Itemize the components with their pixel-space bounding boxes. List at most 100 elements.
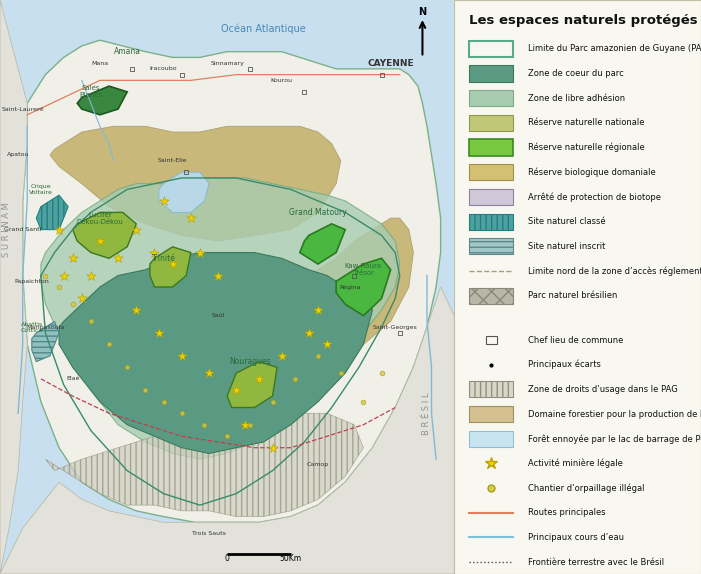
Point xyxy=(67,254,79,263)
Bar xyxy=(469,115,513,131)
Polygon shape xyxy=(73,212,136,258)
Point xyxy=(176,351,187,360)
Polygon shape xyxy=(0,287,454,574)
Point xyxy=(276,351,287,360)
Text: Nouragues: Nouragues xyxy=(229,357,271,366)
Text: Kourou: Kourou xyxy=(271,78,293,83)
Bar xyxy=(469,406,513,422)
Text: Parc naturel brésilien: Parc naturel brésilien xyxy=(529,291,618,300)
Text: Les espaces naturels protégés: Les espaces naturels protégés xyxy=(469,14,697,28)
Point xyxy=(313,351,324,360)
Polygon shape xyxy=(32,321,59,362)
Text: Chef lieu de commune: Chef lieu de commune xyxy=(529,336,624,344)
Text: Saint-Georges: Saint-Georges xyxy=(373,325,418,329)
Point xyxy=(267,443,278,452)
Bar xyxy=(469,139,513,156)
Text: Elaé: Elaé xyxy=(66,377,79,381)
Point xyxy=(203,369,215,378)
Bar xyxy=(469,381,513,397)
Text: Arrêté de protection de biotope: Arrêté de protection de biotope xyxy=(529,192,661,201)
Polygon shape xyxy=(36,195,68,230)
Text: Saül: Saül xyxy=(211,313,225,318)
Point xyxy=(112,254,123,263)
Text: Maripasoula: Maripasoula xyxy=(27,325,64,329)
Point xyxy=(121,363,132,372)
Point xyxy=(149,248,160,257)
Polygon shape xyxy=(159,172,209,212)
Bar xyxy=(469,238,513,254)
Point xyxy=(244,420,255,429)
Text: N: N xyxy=(418,7,426,17)
Point xyxy=(139,386,151,395)
Text: Mana: Mana xyxy=(91,61,109,65)
Bar xyxy=(469,288,513,304)
Polygon shape xyxy=(50,126,341,241)
Text: CAYENNE: CAYENNE xyxy=(367,59,414,68)
Point xyxy=(212,271,224,280)
Text: 0: 0 xyxy=(225,554,229,563)
Point xyxy=(267,397,278,406)
Bar xyxy=(486,336,496,344)
Point xyxy=(304,328,315,338)
Text: Océan Atlantique: Océan Atlantique xyxy=(221,24,306,34)
Text: Activité minière légale: Activité minière légale xyxy=(529,459,623,468)
Polygon shape xyxy=(300,224,345,264)
Point xyxy=(358,397,369,406)
Text: Trinité: Trinité xyxy=(151,254,175,263)
Point xyxy=(76,294,88,303)
Bar xyxy=(469,430,513,447)
Polygon shape xyxy=(59,253,372,453)
Text: Zone de droits d’usage dans le PAG: Zone de droits d’usage dans le PAG xyxy=(529,385,678,394)
Text: B R É S I L: B R É S I L xyxy=(423,392,432,435)
Point xyxy=(167,259,178,269)
Point xyxy=(376,369,387,378)
Point xyxy=(185,214,196,223)
Text: Apatou: Apatou xyxy=(7,153,29,157)
Point xyxy=(231,386,242,395)
Text: Régina: Régina xyxy=(339,284,360,290)
Text: Principaux cours d’eau: Principaux cours d’eau xyxy=(529,533,625,542)
Text: Camop: Camop xyxy=(307,463,329,467)
Point xyxy=(176,409,187,418)
Text: S U R I N A M: S U R I N A M xyxy=(2,202,11,257)
Text: Réserve naturelle nationale: Réserve naturelle nationale xyxy=(529,118,645,127)
Point xyxy=(158,397,169,406)
Point xyxy=(290,374,301,383)
Point xyxy=(40,271,51,280)
Text: Iracoubo: Iracoubo xyxy=(150,67,177,71)
Polygon shape xyxy=(336,258,390,316)
Text: Limite du Parc amazonien de Guyane (PAG): Limite du Parc amazonien de Guyane (PAG) xyxy=(529,44,701,53)
Bar xyxy=(469,90,513,106)
Point xyxy=(104,340,115,349)
Bar xyxy=(469,189,513,205)
Text: Grand Matoury: Grand Matoury xyxy=(289,208,347,217)
Polygon shape xyxy=(41,178,400,459)
Text: Routes principales: Routes principales xyxy=(529,509,606,517)
Polygon shape xyxy=(22,40,441,522)
Text: Site naturel inscrit: Site naturel inscrit xyxy=(529,242,606,251)
Text: Limite nord de la zone d’accès réglementé: Limite nord de la zone d’accès réglement… xyxy=(529,266,701,276)
Text: Réserve naturelle régionale: Réserve naturelle régionale xyxy=(529,143,645,152)
Bar xyxy=(469,164,513,180)
Point xyxy=(86,271,97,280)
Text: Grand Santi: Grand Santi xyxy=(4,227,41,232)
Point xyxy=(130,225,142,234)
Text: Trois Sauts: Trois Sauts xyxy=(192,532,226,536)
Point xyxy=(240,420,251,429)
Point xyxy=(53,282,64,292)
Point xyxy=(222,432,233,441)
Bar xyxy=(469,41,513,57)
Point xyxy=(253,374,264,383)
Text: Crique
Voltaire: Crique Voltaire xyxy=(29,184,53,195)
Text: Principaux écarts: Principaux écarts xyxy=(529,360,601,370)
Text: Domaine forestier pour la production de bois: Domaine forestier pour la production de … xyxy=(529,410,701,418)
Text: Chantier d’orpaillage illégal: Chantier d’orpaillage illégal xyxy=(529,483,645,493)
Text: Abattis
Cottica: Abattis Cottica xyxy=(20,322,43,332)
Text: Frontière terrestre avec le Brésil: Frontière terrestre avec le Brésil xyxy=(529,558,665,567)
Text: Sales
Blancs: Sales Blancs xyxy=(79,86,102,98)
Bar xyxy=(469,65,513,82)
Text: 50Km: 50Km xyxy=(280,554,302,563)
Polygon shape xyxy=(150,247,191,287)
Point xyxy=(335,369,346,378)
Point xyxy=(95,236,106,246)
